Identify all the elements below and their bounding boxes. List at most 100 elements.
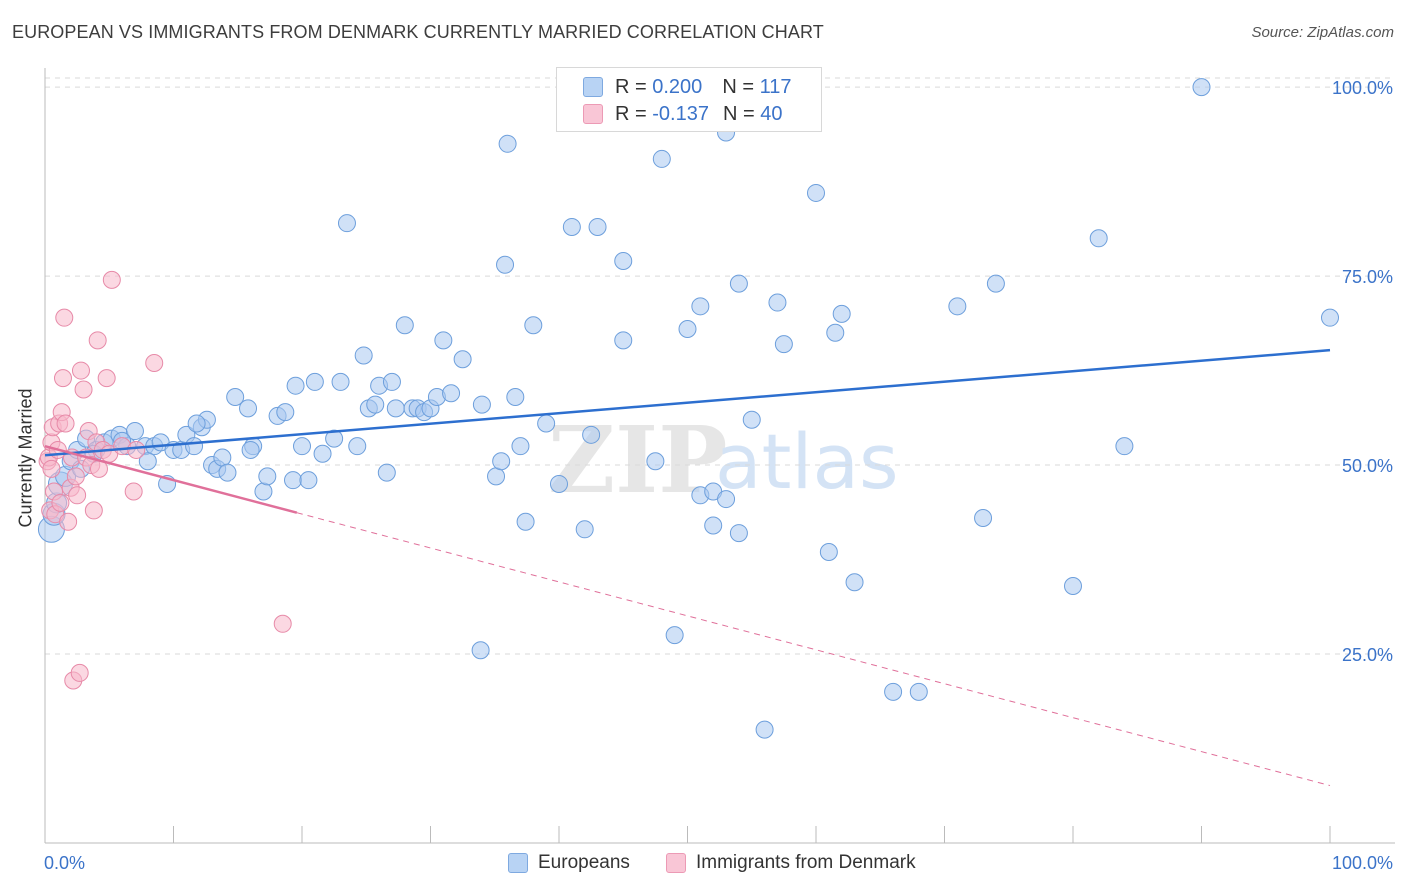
european-point [948,297,967,316]
european-point [305,372,324,391]
european-point [819,542,838,561]
european-point [366,395,385,414]
denmark-point [84,501,103,520]
european-point [187,414,206,433]
series-legend-europeans: Europeans [508,852,630,874]
european-point [588,217,607,236]
denmark-point [74,380,93,399]
european-point [665,626,684,645]
legend-n-value: 40 [760,102,783,125]
denmark-point [70,663,89,682]
denmark-point [102,270,121,289]
european-point [826,323,845,342]
european-point [524,316,543,335]
source-label: Source: ZipAtlas.com [1251,24,1394,41]
denmark-point [42,459,61,478]
european-point [496,255,515,274]
european-point [386,399,405,418]
european-point [377,463,396,482]
y-tick-label: 50.0% [1342,456,1393,476]
european-point [832,304,851,323]
european-point [434,331,453,350]
european-point [582,425,601,444]
legend-row-denmark: R = -0.137 N = 40 [583,102,782,126]
series-swatch-blue [508,853,528,873]
european-point [293,437,311,456]
denmark-point [273,614,292,633]
series-legend: Europeans Immigrants from Denmark [0,852,1406,878]
european-point [562,217,581,236]
european-point [354,346,373,365]
denmark-point [66,467,85,486]
european-point [537,414,556,433]
european-point [1089,229,1108,248]
european-point [742,410,761,429]
denmark-point [56,414,75,433]
european-point [516,512,535,531]
european-point [299,471,318,490]
european-point [331,372,350,391]
denmark-point [55,308,74,327]
european-point [218,463,237,482]
series-label-europeans: Europeans [538,852,630,873]
european-point [1192,78,1211,97]
european-point [845,573,864,592]
european-point [498,134,517,153]
european-point [807,183,825,202]
x-tick-label: 100.0% [1332,853,1393,873]
european-point [472,395,491,414]
european-point [337,214,356,233]
european-point [213,448,232,467]
european-point [286,376,305,395]
european-point [185,437,204,456]
european-point [652,149,671,168]
european-point [1064,577,1082,595]
european-point [511,437,530,456]
chart-title: EUROPEAN VS IMMIGRANTS FROM DENMARK CURR… [12,22,824,42]
european-point [704,516,723,535]
european-point [768,293,787,312]
european-point [239,399,258,418]
denmark-point [97,369,116,388]
legend-n-value: 117 [759,75,792,98]
european-point [138,452,157,471]
denmark-point [68,486,87,505]
european-point [313,444,332,463]
european-point [258,467,277,486]
denmark-point [145,354,164,373]
european-point [614,251,633,270]
european-point [717,490,736,509]
europeans-trend-line [44,348,1331,457]
european-point [284,471,303,490]
european-point [492,452,511,471]
legend-row-europeans: R = 0.200 N = 117 [583,75,791,99]
series-swatch-pink [666,853,686,873]
legend-r-value: 0.200 [652,75,703,98]
european-point [382,372,401,391]
denmark-point [127,440,146,459]
series-legend-denmark: Immigrants from Denmark [666,852,916,874]
european-point [442,384,461,403]
european-point [884,682,903,701]
european-point [614,331,633,350]
denmark-point [51,493,70,512]
european-point [1321,308,1339,327]
european-point [1115,437,1134,456]
denmark-point [88,331,107,350]
european-point [348,437,367,456]
european-point [550,474,568,493]
legend-r-value: -0.137 [652,102,709,125]
watermark-atlas: atlas [715,417,899,506]
european-point [125,422,144,441]
european-point [254,482,273,501]
european-point [506,388,525,407]
european-point [678,320,697,338]
legend-swatch-blue [583,77,603,97]
european-point [395,316,414,335]
european-point [487,467,506,486]
denmark-trend-extension [296,512,1331,787]
european-point [453,350,472,369]
y-tick-label: 100.0% [1332,78,1393,98]
european-point [575,520,594,539]
